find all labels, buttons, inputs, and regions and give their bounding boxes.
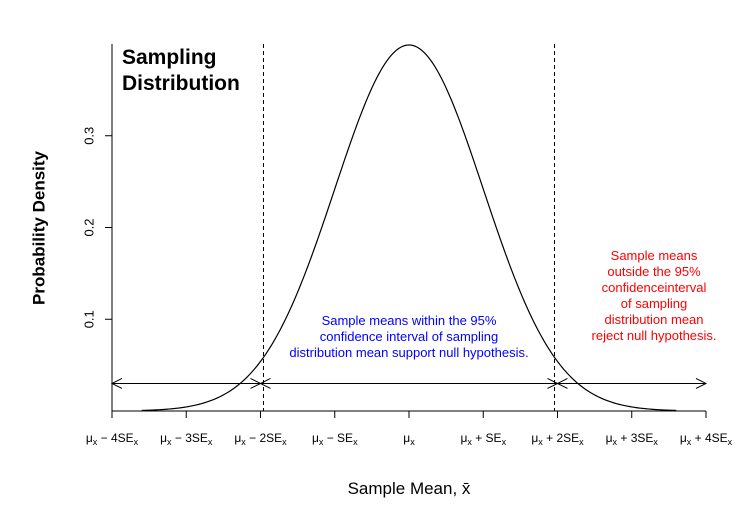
x-tick-label: μx − 2SEx xyxy=(234,431,287,447)
chart-title: Sampling xyxy=(122,46,217,69)
x-tick-label: μx + 3SEx xyxy=(606,431,659,447)
x-tick-label: μx − 4SEx xyxy=(86,431,139,447)
y-tick-label: 0.3 xyxy=(81,127,96,145)
annotation-text: distribution mean support null hypothesi… xyxy=(289,345,528,360)
y-tick-label: 0.2 xyxy=(81,218,96,236)
plot-area: 0.1 0.2 0.3 μx − 4SEx μx − 3SEx μx − 2SEx μx −… xyxy=(29,44,733,498)
x-tick-label: μx + 4SEx xyxy=(680,431,733,447)
annotation-text: Sample means xyxy=(611,248,698,263)
x-tick-label: μx + 2SEx xyxy=(531,431,584,447)
y-tick-label: 0.1 xyxy=(81,310,96,328)
x-axis-title: Sample Mean, x̄ xyxy=(348,479,471,498)
annotation-text: of sampling xyxy=(621,296,687,311)
y-axis-title: Probability Density xyxy=(29,150,48,305)
x-tick-label: μx − SEx xyxy=(312,431,358,447)
annotation-text: Sample means within the 95% xyxy=(322,313,497,328)
x-tick-label: μx xyxy=(403,431,415,447)
annotation-text: reject null hypothesis. xyxy=(592,328,717,343)
annotation-text: confidenceinterval xyxy=(602,280,707,295)
annotation-text: outside the 95% xyxy=(607,264,701,279)
arrowhead-left xyxy=(110,378,123,389)
density-curve xyxy=(141,44,677,412)
arrowhead-right xyxy=(695,378,708,389)
arrowhead-left xyxy=(259,378,271,389)
arrowhead-left xyxy=(556,378,568,389)
chart-title: Distribution xyxy=(122,72,240,95)
x-tick-label: μx + SEx xyxy=(460,431,506,447)
x-tick-label: μx − 3SEx xyxy=(160,431,213,447)
annotation-text: distribution mean xyxy=(605,312,704,327)
annotation-text: confidence interval of sampling xyxy=(320,329,499,344)
